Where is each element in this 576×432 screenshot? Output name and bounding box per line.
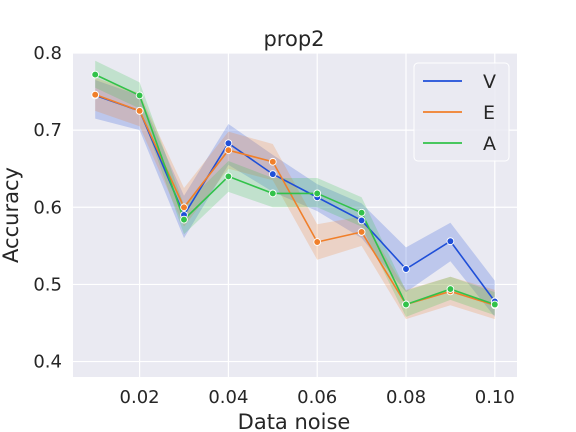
y-tick-label: 0.6	[33, 197, 62, 218]
line-A	[94, 73, 496, 306]
point-A	[402, 300, 410, 309]
point-A	[224, 172, 233, 181]
point-A	[268, 189, 277, 198]
point-A	[135, 91, 144, 100]
y-axis-label: Accuracy	[0, 167, 23, 263]
point-V	[268, 170, 277, 178]
band-A	[95, 60, 495, 317]
legend-label-V: V	[483, 71, 496, 93]
point-A	[91, 70, 100, 79]
point-E	[180, 203, 188, 212]
band-E	[95, 77, 495, 320]
point-E	[357, 228, 366, 236]
point-V	[402, 265, 410, 273]
x-tick-label: 0.06	[297, 387, 337, 408]
point-E	[224, 146, 233, 155]
point-E	[91, 90, 100, 99]
x-axis-label: Data noise	[238, 410, 351, 432]
y-tick-label: 0.4	[33, 352, 62, 373]
legend: VEA	[413, 62, 510, 162]
x-tick-label: 0.08	[386, 387, 426, 408]
series-lines	[94, 73, 496, 307]
y-tick-label: 0.5	[33, 274, 62, 295]
data-points	[91, 70, 499, 310]
point-A	[357, 208, 366, 217]
point-V	[357, 216, 366, 225]
chart-title: prop2	[263, 27, 324, 51]
point-A	[490, 300, 499, 309]
x-tick-label: 0.02	[120, 387, 160, 408]
y-axis-ticks: 0.4 0.5 0.6 0.7 0.8	[33, 43, 62, 373]
point-A	[313, 189, 322, 198]
x-tick-label: 0.10	[475, 387, 515, 408]
x-axis-ticks: 0.02 0.04 0.06 0.08 0.10	[120, 387, 515, 408]
point-E	[313, 238, 322, 246]
legend-label-A: A	[483, 133, 496, 155]
point-V	[224, 139, 233, 148]
y-tick-label: 0.7	[33, 120, 62, 141]
point-E	[135, 107, 144, 115]
y-tick-label: 0.8	[33, 43, 62, 64]
line-V	[94, 94, 496, 302]
point-E	[268, 157, 277, 166]
point-A	[180, 215, 188, 224]
legend-label-E: E	[483, 102, 495, 124]
x-tick-label: 0.04	[208, 387, 248, 408]
point-V	[446, 237, 455, 246]
point-A	[446, 285, 455, 293]
